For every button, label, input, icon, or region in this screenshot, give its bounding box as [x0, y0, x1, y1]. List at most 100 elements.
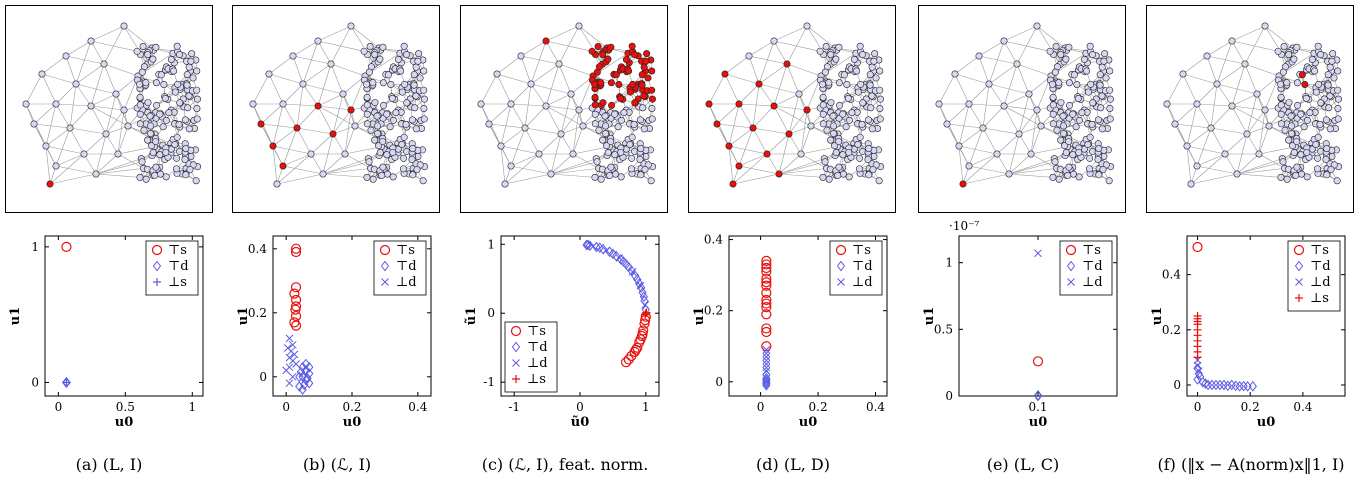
data-point — [1207, 379, 1217, 391]
graph-node — [411, 104, 419, 112]
data-point — [636, 281, 645, 290]
data-points — [61, 241, 72, 388]
data-point — [635, 334, 646, 345]
highlighted-node — [593, 68, 601, 76]
graph-node — [567, 90, 575, 98]
data-point — [761, 326, 772, 338]
data-point — [639, 291, 648, 303]
graph-node — [1065, 43, 1073, 51]
graph-node — [1334, 95, 1342, 103]
highlighted-node — [631, 99, 639, 107]
highlighted-node — [597, 79, 605, 87]
graph-node — [167, 56, 175, 64]
graph-node — [1288, 122, 1296, 130]
graph-node — [365, 158, 373, 166]
graph-node — [1098, 63, 1106, 71]
graph-node — [1334, 105, 1342, 113]
graph-node — [1279, 68, 1287, 76]
graph-node — [845, 173, 853, 181]
graph-node — [408, 116, 416, 124]
data-point — [608, 248, 618, 260]
graph-node — [627, 165, 635, 173]
graph-node — [1277, 93, 1285, 101]
graph-node — [148, 142, 156, 150]
graph-node — [569, 150, 577, 158]
graph-node — [636, 116, 644, 124]
graph-node — [193, 115, 201, 123]
graph-node — [1274, 47, 1282, 55]
graph-node — [399, 165, 407, 173]
data-point — [1239, 380, 1248, 392]
data-point — [612, 250, 621, 262]
graph-node — [844, 94, 852, 102]
data-points — [761, 255, 772, 391]
graph-node — [193, 105, 201, 113]
graph-node — [165, 109, 173, 117]
graph-node — [1287, 112, 1295, 120]
graph-node — [1179, 70, 1187, 78]
graph-node — [52, 162, 60, 170]
graph-node — [400, 133, 408, 141]
data-point — [61, 241, 72, 252]
graph-node — [420, 67, 428, 75]
graph-node — [1303, 148, 1311, 156]
x-axis-label: ũ0 — [571, 415, 590, 430]
graph-node — [601, 112, 609, 120]
graph-node — [857, 80, 865, 88]
graph-node — [876, 67, 884, 75]
graph-node — [935, 100, 943, 108]
graph-node — [1277, 173, 1285, 181]
graph-node — [1084, 88, 1092, 96]
data-point — [1223, 380, 1232, 392]
graph-node — [599, 136, 607, 144]
highlighted-node — [599, 99, 607, 107]
graph-node — [602, 130, 610, 138]
x-tick-label: 0.2 — [809, 400, 828, 414]
y-tick-label: 0 — [1173, 378, 1181, 392]
graph-node — [865, 171, 873, 179]
graph-node — [1069, 151, 1077, 159]
highlighted-node — [622, 56, 630, 64]
legend-entry: ⊤d — [168, 259, 189, 274]
graph-node — [607, 163, 615, 171]
legend: ⊤s⊤d⊥d⊥s — [1287, 240, 1341, 312]
graph-node — [1069, 110, 1077, 118]
graph-node — [1100, 57, 1108, 65]
graph-node — [493, 70, 501, 78]
graph-node — [1049, 173, 1057, 181]
highlighted-node — [629, 80, 637, 88]
graph-node — [856, 42, 864, 50]
graph-node — [1098, 92, 1106, 100]
graph-node — [839, 151, 847, 159]
x-axis-label: u0 — [1257, 415, 1276, 430]
graph-node — [1105, 177, 1113, 185]
graph-node — [827, 51, 835, 59]
graph-node — [1060, 130, 1068, 138]
graph-node — [1070, 71, 1078, 79]
highlighted-node — [347, 106, 355, 114]
graph-node — [1314, 154, 1322, 162]
graph-node — [795, 90, 803, 98]
graph-node — [557, 130, 565, 138]
graph-node — [867, 104, 875, 112]
y-tick-label: 0.5 — [934, 322, 953, 336]
x-tick-label: 0.2 — [342, 400, 361, 414]
graph-node — [87, 102, 95, 110]
graph-node — [1056, 165, 1064, 173]
graph-node — [1279, 158, 1287, 166]
graph-node — [825, 175, 833, 183]
data-point — [512, 359, 520, 367]
graph-node — [1221, 150, 1229, 158]
highlighted-node — [783, 60, 791, 68]
graph-node — [1049, 120, 1057, 128]
graph-node — [1327, 166, 1335, 174]
graph-node — [160, 81, 168, 89]
graph-node — [835, 43, 843, 51]
graph-node — [416, 74, 424, 82]
data-point — [1211, 379, 1221, 391]
graph-node — [853, 67, 861, 75]
graph-node — [72, 80, 80, 88]
graph-node — [386, 123, 394, 131]
data-point — [285, 334, 294, 343]
data-point — [639, 318, 650, 329]
